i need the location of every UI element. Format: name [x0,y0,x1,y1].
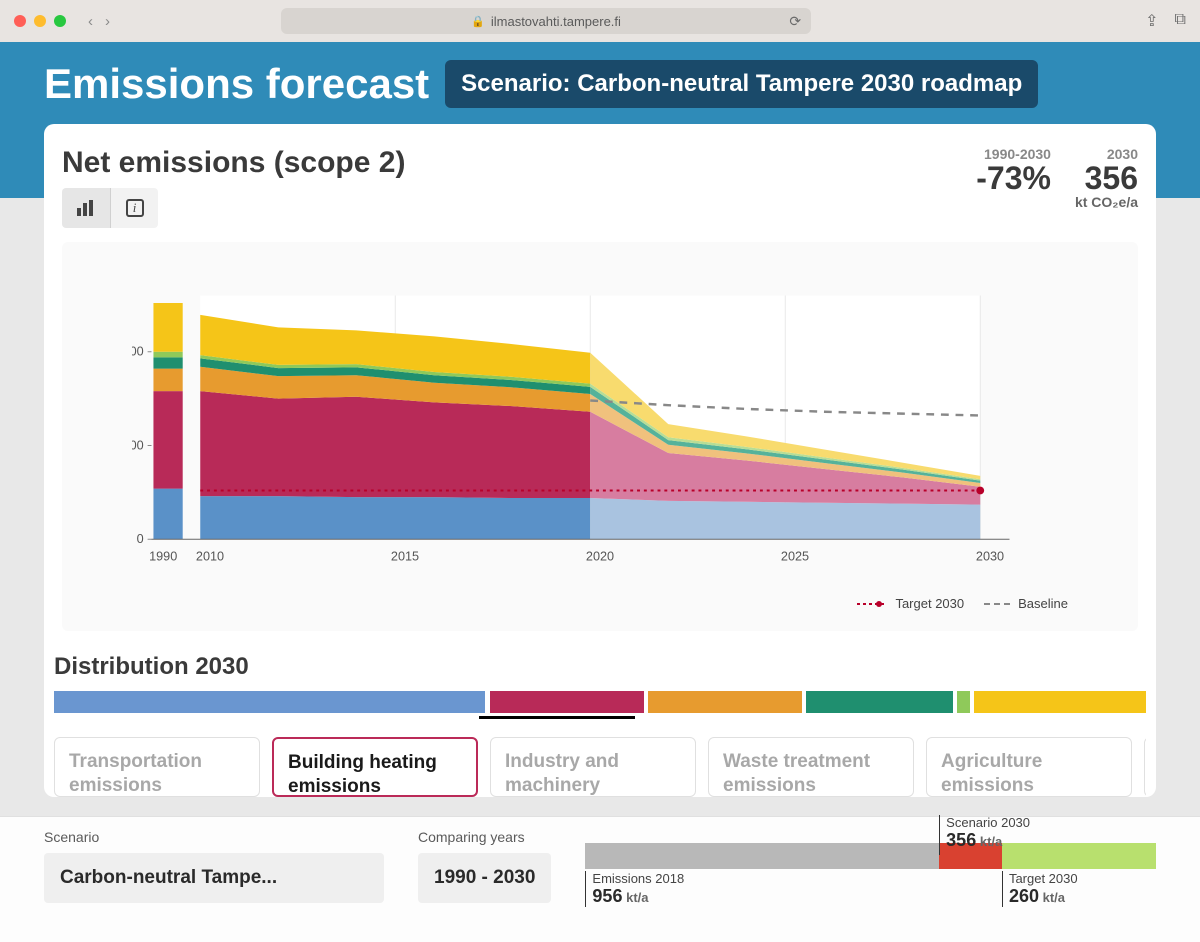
svg-text:2010: 2010 [196,550,224,564]
chart-legend: Target 2030 Baseline [132,596,1068,611]
footer-scenario-select[interactable]: Carbon-neutral Tampe... [44,853,384,903]
stat2-unit: kt CO₂e/a [1075,194,1138,210]
svg-text:500: 500 [132,438,144,452]
reload-icon[interactable]: ⟳ [789,13,801,30]
comp-target2030: Target 2030 260 kt/a [1002,871,1078,907]
info-icon: i [126,199,144,217]
browser-chrome: ‹ › 🔒 ilmastovahti.tampere.fi ⟳ ⇪ ⧉ [0,0,1200,42]
main-card: Net emissions (scope 2) i 1990-2030 -73% [44,124,1156,797]
category-card[interactable]: Transportation emissions [54,737,260,797]
category-card[interactable]: Waste treatment emissions [708,737,914,797]
category-cards: Transportation emissionsBuilding heating… [54,737,1146,797]
footer-scenario-label: Scenario [44,829,384,845]
close-window[interactable] [14,15,26,27]
dist-segment[interactable] [54,691,485,713]
distribution-selection-underline [479,716,635,719]
back-button[interactable]: ‹ [88,13,93,30]
nav-arrows: ‹ › [88,13,110,30]
info-mode-button[interactable]: i [110,188,158,228]
emissions-chart: 0 500 1000 1990 2010 2015 2020 2025 2030 [132,282,1068,582]
stat1-value: -73% [976,162,1051,194]
category-card[interactable]: Agriculture emissions [926,737,1132,797]
chart-title: Net emissions (scope 2) [62,146,405,180]
footer-bar: Scenario Carbon-neutral Tampe... Compari… [0,816,1200,942]
svg-text:1000: 1000 [132,345,144,359]
svg-text:2030: 2030 [976,550,1004,564]
minimize-window[interactable] [34,15,46,27]
bar-chart-icon [77,200,95,216]
category-card[interactable]: E [1144,737,1146,797]
svg-text:0: 0 [137,532,144,546]
share-icon[interactable]: ⇪ [1145,11,1158,31]
page-title: Emissions forecast [44,60,429,108]
compare-bar [585,843,1156,869]
svg-text:2025: 2025 [781,550,809,564]
url-text: ilmastovahti.tampere.fi [491,14,621,29]
lock-icon: 🔒 [471,15,485,28]
category-card[interactable]: Industry and machinery [490,737,696,797]
footer-compare-label: Comparing years [418,829,551,845]
footer-compare-select[interactable]: 1990 - 2030 [418,853,551,903]
chart-mode-button[interactable] [62,188,110,228]
comp-scenario2030: Scenario 2030 356 kt/a [939,815,1030,855]
svg-text:2020: 2020 [586,550,614,564]
traffic-lights [14,15,66,27]
dist-segment[interactable] [974,691,1145,713]
compare-segment [585,843,939,869]
distribution-bar[interactable] [54,691,1146,713]
maximize-window[interactable] [54,15,66,27]
mode-buttons: i [62,188,405,228]
tabs-icon[interactable]: ⧉ [1175,11,1186,31]
stat2-value: 356 [1075,162,1138,194]
forward-button[interactable]: › [105,13,110,30]
address-bar[interactable]: 🔒 ilmastovahti.tampere.fi ⟳ [281,8,811,34]
comp-emissions2018: Emissions 2018 956 kt/a [585,871,684,907]
category-card[interactable]: Building heating emissions [272,737,478,797]
compare-viz: Scenario 2030 356 kt/a Emissions 2018 95… [585,843,1156,869]
svg-text:2015: 2015 [391,550,419,564]
dist-segment[interactable] [806,691,952,713]
svg-text:1990: 1990 [149,550,177,564]
legend-baseline: Baseline [984,596,1068,611]
scenario-badge: Scenario: Carbon-neutral Tampere 2030 ro… [445,60,1038,108]
legend-target: Target 2030 [857,596,964,611]
chart-box: 0 500 1000 1990 2010 2015 2020 2025 2030 Target … [62,242,1138,631]
chrome-right: ⇪ ⧉ [1145,11,1186,31]
dist-segment[interactable] [957,691,970,713]
dist-segment[interactable] [490,691,644,713]
header-stats: 1990-2030 -73% 2030 356 kt CO₂e/a [976,146,1138,210]
distribution-title: Distribution 2030 [54,653,1138,681]
dist-segment[interactable] [648,691,802,713]
